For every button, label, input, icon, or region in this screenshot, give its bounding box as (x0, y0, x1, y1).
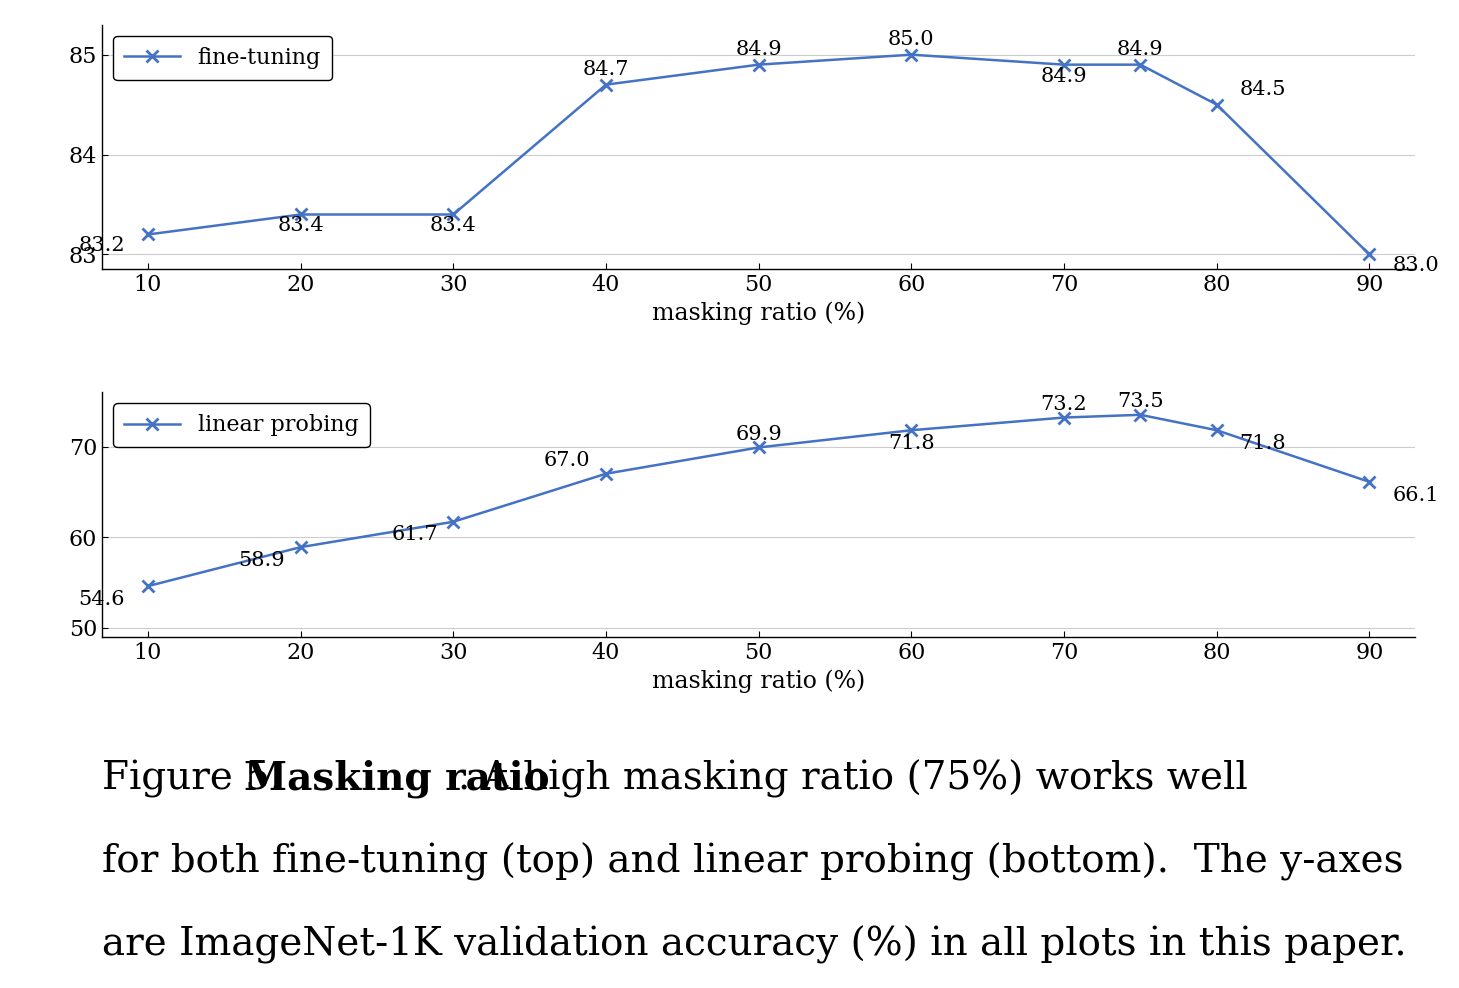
linear probing (292, 541, 309, 553)
Text: 73.2: 73.2 (1040, 395, 1087, 414)
Text: 71.8: 71.8 (1240, 434, 1287, 453)
linear probing (750, 442, 767, 453)
X-axis label: masking ratio (%): masking ratio (%) (652, 302, 865, 325)
fine-tuning (750, 58, 767, 70)
linear probing (597, 467, 614, 479)
Text: for both fine-tuning (top) and linear probing (bottom).  The y-axes: for both fine-tuning (top) and linear pr… (102, 843, 1404, 881)
fine-tuning (292, 208, 309, 220)
Text: 67.0: 67.0 (544, 452, 591, 470)
Text: are ImageNet-1K validation accuracy (%) in all plots in this paper.: are ImageNet-1K validation accuracy (%) … (102, 926, 1406, 964)
Text: 85.0: 85.0 (889, 30, 935, 48)
Text: 84.7: 84.7 (582, 59, 629, 79)
linear probing (445, 516, 463, 528)
Text: 73.5: 73.5 (1118, 392, 1164, 411)
fine-tuning (1055, 58, 1072, 70)
Text: 61.7: 61.7 (391, 526, 438, 544)
Text: Masking ratio: Masking ratio (244, 760, 550, 798)
Text: 83.4: 83.4 (430, 216, 477, 235)
fine-tuning (445, 208, 463, 220)
linear probing (1208, 424, 1226, 436)
fine-tuning (1361, 249, 1379, 261)
Text: 69.9: 69.9 (735, 425, 782, 444)
Text: 84.9: 84.9 (1040, 66, 1087, 86)
Text: 84.5: 84.5 (1240, 80, 1287, 99)
X-axis label: masking ratio (%): masking ratio (%) (652, 669, 865, 693)
Line: fine-tuning: fine-tuning (142, 48, 1376, 261)
Text: . A high masking ratio (75%) works well: . A high masking ratio (75%) works well (458, 760, 1247, 798)
fine-tuning (597, 79, 614, 91)
Text: 83.2: 83.2 (79, 236, 125, 256)
Legend: fine-tuning: fine-tuning (114, 36, 333, 80)
Text: 58.9: 58.9 (239, 551, 286, 570)
fine-tuning (1132, 58, 1150, 70)
linear probing (1132, 409, 1150, 421)
Text: Figure 5.: Figure 5. (102, 760, 295, 797)
Text: 71.8: 71.8 (889, 434, 935, 453)
linear probing (1361, 476, 1379, 488)
linear probing (1055, 412, 1072, 424)
Text: 83.0: 83.0 (1392, 257, 1439, 276)
linear probing (139, 580, 156, 592)
linear probing (903, 424, 921, 436)
fine-tuning (139, 228, 156, 240)
fine-tuning (903, 48, 921, 60)
Text: 83.4: 83.4 (277, 216, 324, 235)
fine-tuning (1208, 99, 1226, 111)
Text: 84.9: 84.9 (735, 40, 782, 58)
Legend: linear probing: linear probing (114, 403, 369, 448)
Text: 66.1: 66.1 (1392, 485, 1439, 505)
Text: 54.6: 54.6 (79, 590, 125, 609)
Text: 84.9: 84.9 (1118, 40, 1164, 58)
Line: linear probing: linear probing (142, 409, 1376, 593)
